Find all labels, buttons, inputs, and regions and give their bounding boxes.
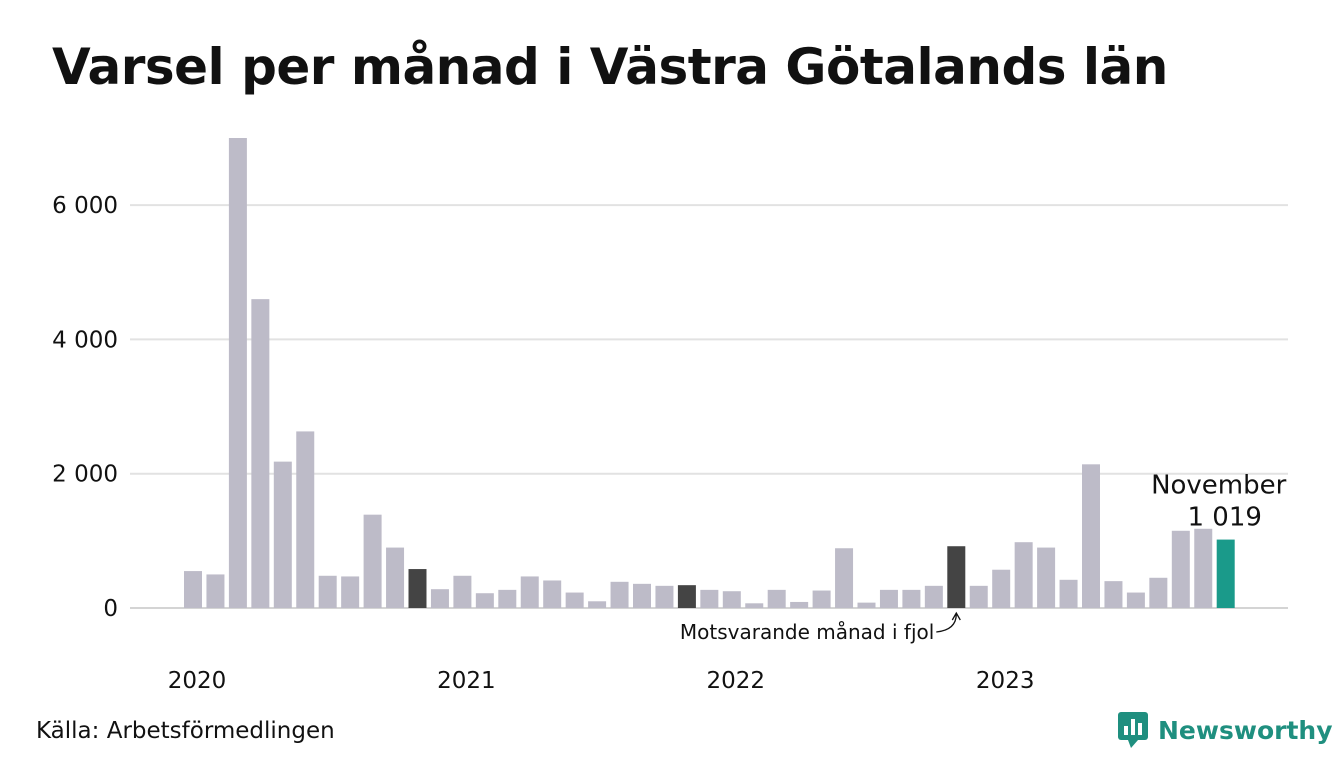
source-note: Källa: Arbetsförmedlingen xyxy=(36,718,335,744)
y-tick-label: 6 000 xyxy=(52,193,118,219)
bar-2020-06 xyxy=(296,431,315,608)
y-tick-label: 0 xyxy=(103,596,118,622)
bar-2022-10 xyxy=(924,585,943,608)
brand-name: Newsworthy xyxy=(1158,715,1333,745)
annotation-text: Motsvarande månad i fjol xyxy=(680,620,934,644)
bar-2020-02 xyxy=(206,574,225,608)
bar-2023-07 xyxy=(1126,592,1145,608)
bar-2023-03 xyxy=(1037,547,1056,608)
bar-2020-07 xyxy=(318,575,337,608)
bar-2020-05 xyxy=(273,461,292,608)
bar-2022-07 xyxy=(857,602,876,608)
brand-logo: Newsworthy xyxy=(1118,712,1333,748)
x-tick-label: 2020 xyxy=(168,668,227,694)
bar-2022-09 xyxy=(902,589,921,608)
bar-2023-01 xyxy=(992,569,1011,608)
y-axis-ticks: 0 2 000 4 000 6 000 xyxy=(52,193,118,622)
callout-value-label: 1 019 xyxy=(1187,503,1261,533)
chart-title: Varsel per månad i Västra Götalands län xyxy=(52,38,1168,96)
x-tick-label: 2021 xyxy=(437,668,496,694)
bar-2021-10 xyxy=(655,585,674,608)
bar-2021-02 xyxy=(475,593,494,608)
bars xyxy=(184,138,1235,608)
bar-2021-03 xyxy=(498,589,517,608)
bar-2022-06 xyxy=(835,548,854,608)
bar-2021-07 xyxy=(588,601,607,608)
x-tick-label: 2022 xyxy=(707,668,766,694)
x-axis-ticks: 2020 2021 2022 2023 xyxy=(168,668,1035,694)
bar-2021-01 xyxy=(453,575,472,608)
x-tick-label: 2023 xyxy=(976,668,1035,694)
bar-2020-09 xyxy=(363,514,382,608)
bar-2021-04 xyxy=(520,576,539,608)
bar-2021-09 xyxy=(633,583,651,608)
bar-2021-08 xyxy=(610,581,629,608)
bar-2020-12 xyxy=(430,589,449,608)
bar-2020-11 xyxy=(408,569,427,608)
bar-2023-02 xyxy=(1014,542,1033,608)
bar-2021-12 xyxy=(700,589,719,608)
bar-2022-05 xyxy=(812,590,831,608)
bar-2020-03 xyxy=(228,138,247,608)
bar-2022-11 xyxy=(947,546,966,608)
bar-2022-01 xyxy=(722,591,741,608)
bar-2023-06 xyxy=(1104,581,1123,608)
bar-2022-08 xyxy=(879,589,898,608)
bar-2023-09 xyxy=(1171,530,1190,608)
bar-2020-10 xyxy=(386,547,405,608)
last-year-annotation: Motsvarande månad i fjol xyxy=(680,611,961,644)
annotation-arrow xyxy=(936,611,961,633)
bar-chart-bubble-icon xyxy=(1118,712,1148,748)
bar-2022-04 xyxy=(790,601,809,608)
bar-2023-05 xyxy=(1082,464,1100,608)
bar-2022-03 xyxy=(767,589,786,608)
bar-2020-01 xyxy=(184,571,202,608)
callout-month-label: November xyxy=(1151,471,1287,501)
y-tick-label: 2 000 xyxy=(52,462,118,488)
bar-2023-04 xyxy=(1059,579,1078,608)
bar-2020-08 xyxy=(341,576,360,608)
last-value-callout: November 1 019 xyxy=(1151,471,1287,533)
bar-2022-02 xyxy=(745,603,764,608)
bar-2023-08 xyxy=(1149,577,1168,608)
bar-2020-04 xyxy=(251,299,270,608)
bar-2021-05 xyxy=(543,580,562,608)
bar-2023-11 xyxy=(1216,539,1235,608)
bar-2023-10 xyxy=(1194,528,1213,608)
bar-2021-06 xyxy=(565,592,584,608)
bar-2021-11 xyxy=(677,585,696,608)
bar-2022-12 xyxy=(969,585,988,608)
y-tick-label: 4 000 xyxy=(52,327,118,353)
